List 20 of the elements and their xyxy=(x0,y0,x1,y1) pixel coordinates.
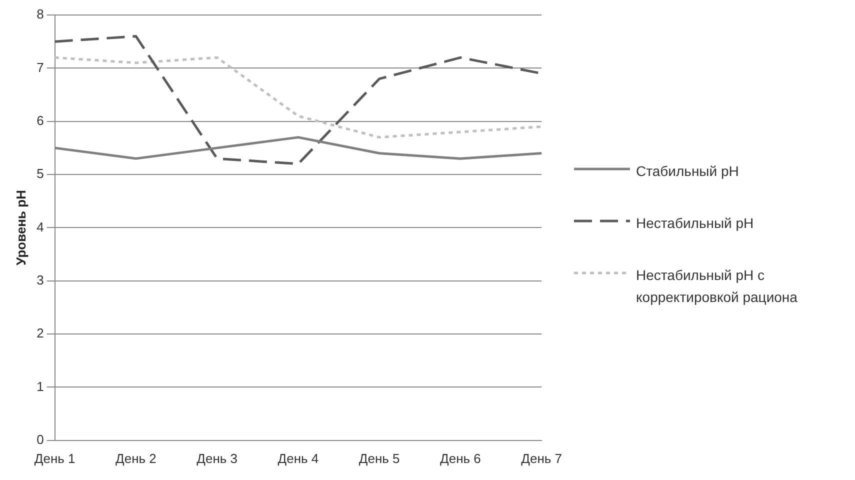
y-tick-label: 2 xyxy=(36,326,44,341)
y-tick-label: 6 xyxy=(36,112,44,128)
y-tick-label: 0 xyxy=(36,432,44,447)
y-tick-label: 5 xyxy=(36,166,44,182)
x-tick-label: День 5 xyxy=(358,450,400,466)
y-tick-label: 3 xyxy=(36,272,44,288)
y-tick-label: 4 xyxy=(36,219,44,234)
x-tick-label: День 1 xyxy=(34,450,76,466)
legend-label: Нестабильный pH xyxy=(636,214,755,233)
y-tick-label: 1 xyxy=(36,378,44,394)
x-tick-label: День 7 xyxy=(521,450,562,466)
legend-label: Стабильный pH xyxy=(636,162,740,181)
y-axis-title: Уровень pH xyxy=(13,190,28,266)
x-tick-label: День 2 xyxy=(116,450,156,466)
y-tick-label: 8 xyxy=(36,6,44,22)
x-tick-label: День 6 xyxy=(440,450,481,466)
legend-label: Нестабильный pH с корректировкой рациона xyxy=(636,266,798,307)
x-tick-label: День 4 xyxy=(278,450,319,466)
x-tick-label: День 3 xyxy=(196,450,238,466)
y-tick-label: 7 xyxy=(36,60,44,75)
